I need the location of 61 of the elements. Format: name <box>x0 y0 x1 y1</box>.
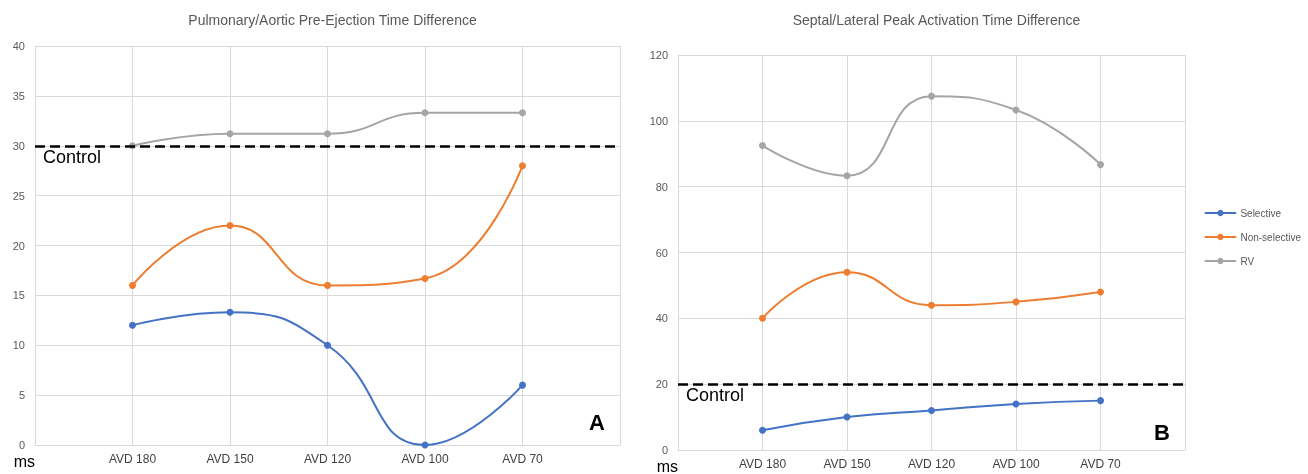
point <box>928 301 935 309</box>
y-tick-label: 25 <box>12 189 25 202</box>
point <box>759 142 766 150</box>
y-tick-label: 80 <box>655 180 668 193</box>
y-tick-label: 35 <box>12 89 25 102</box>
point <box>226 130 234 138</box>
x-tick-label: AVD 120 <box>303 452 352 466</box>
point <box>129 281 136 289</box>
point <box>928 92 935 100</box>
point <box>759 314 766 322</box>
point <box>843 268 851 276</box>
point <box>226 222 234 230</box>
x-tick-label: AVD 100 <box>401 452 449 466</box>
chart-title: Pulmonary/Aortic Pre-Ejection Time Difference <box>188 12 477 28</box>
x-tick-label: AVD 150 <box>206 452 254 466</box>
y-tick-label: 40 <box>12 40 25 52</box>
point <box>519 109 526 117</box>
point <box>324 130 331 138</box>
legend-label: Selective <box>1240 207 1282 219</box>
y-tick-label: 15 <box>12 289 25 302</box>
legend-label: Non-selective <box>1240 231 1302 243</box>
point <box>519 162 526 170</box>
point <box>519 381 526 389</box>
point <box>129 321 136 329</box>
point <box>928 407 935 414</box>
annotation: B <box>1154 419 1170 445</box>
point <box>324 281 331 289</box>
point <box>1097 397 1104 405</box>
point <box>759 426 766 434</box>
point <box>421 274 429 282</box>
ref-line-label: Control <box>686 385 745 406</box>
ref-line-label: Control <box>43 146 102 167</box>
point <box>421 109 429 117</box>
x-tick-label: AVD 100 <box>992 457 1040 471</box>
point <box>843 172 851 180</box>
point <box>226 308 234 316</box>
x-tick-label: AVD 70 <box>502 452 544 466</box>
y-tick-label: 60 <box>655 246 668 259</box>
x-tick-label: AVD 120 <box>907 457 956 471</box>
y-axis-title: ms <box>656 457 678 474</box>
y-tick-label: 20 <box>12 239 25 252</box>
y-tick-label: 5 <box>18 389 25 402</box>
y-tick-label: 40 <box>655 312 668 325</box>
x-tick-label: AVD 180 <box>108 452 157 466</box>
point <box>1097 288 1104 296</box>
chart-title: Septal/Lateral Peak Activation Time Difference <box>792 12 1081 28</box>
y-tick-label: 30 <box>12 139 25 152</box>
point <box>324 341 331 349</box>
y-tick-label: 120 <box>649 49 668 61</box>
y-axis-title: ms <box>13 452 35 470</box>
y-tick-label: 20 <box>655 378 668 391</box>
point <box>1097 161 1104 169</box>
y-tick-label: 100 <box>649 114 668 127</box>
annotation: A <box>589 409 606 435</box>
y-tick-label: 0 <box>18 439 25 451</box>
legend-label: RV <box>1240 255 1255 267</box>
x-tick-label: AVD 150 <box>823 457 871 471</box>
x-tick-label: AVD 70 <box>1080 457 1122 471</box>
y-tick-label: 10 <box>12 339 25 352</box>
x-tick-label: AVD 180 <box>738 457 787 471</box>
y-tick-label: 0 <box>661 444 668 456</box>
